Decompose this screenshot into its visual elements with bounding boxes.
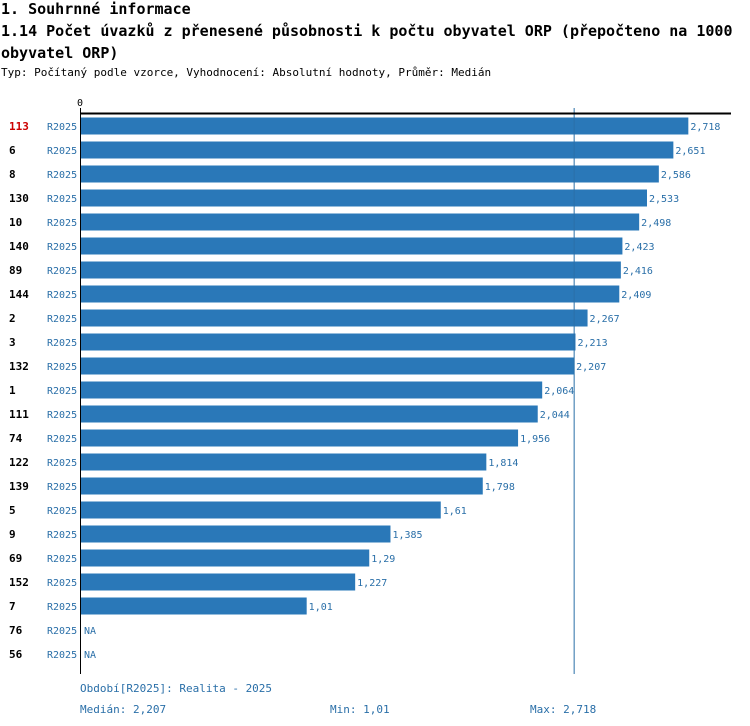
data-label: 2,586	[661, 170, 691, 181]
data-label: 2,213	[577, 338, 607, 349]
bar	[81, 333, 576, 351]
period-label: R2025	[47, 146, 77, 157]
data-label: 1,814	[488, 458, 518, 469]
bar	[81, 525, 391, 543]
data-label: 2,423	[624, 242, 654, 253]
data-label: 2,409	[621, 290, 651, 301]
period-label: R2025	[47, 530, 77, 541]
bar	[81, 405, 538, 423]
bar	[81, 501, 441, 519]
data-label: 2,267	[590, 314, 620, 325]
category-label: 5	[9, 504, 16, 517]
bar	[81, 285, 620, 303]
category-label: 7	[9, 600, 16, 613]
category-label: 6	[9, 144, 16, 157]
period-label: R2025	[47, 338, 77, 349]
bar	[81, 189, 647, 207]
chart-title: 1.14 Počet úvazků z přenesené působnosti…	[1, 22, 733, 62]
period-label: R2025	[47, 290, 77, 301]
bar	[81, 165, 659, 183]
bar	[81, 573, 356, 591]
period-label: R2025	[47, 578, 77, 589]
period-label: R2025	[47, 314, 77, 325]
category-label: 144	[9, 288, 29, 301]
footer-min: Min: 1,01	[330, 703, 390, 716]
period-label: R2025	[47, 362, 77, 373]
bar	[81, 237, 623, 255]
period-label: R2025	[47, 650, 77, 661]
period-label: R2025	[47, 410, 77, 421]
category-label: 9	[9, 528, 16, 541]
category-label: 140	[9, 240, 29, 253]
category-label: 56	[9, 648, 23, 661]
category-label: 122	[9, 456, 29, 469]
data-label: NA	[84, 626, 96, 637]
period-label: R2025	[47, 602, 77, 613]
category-label: 76	[9, 624, 23, 637]
category-label: 10	[9, 216, 22, 229]
data-label: 1,956	[520, 434, 550, 445]
bar	[81, 429, 519, 447]
period-label: R2025	[47, 386, 77, 397]
bar	[81, 261, 621, 279]
bar	[81, 477, 483, 495]
period-label: R2025	[47, 482, 77, 493]
data-label: 2,207	[576, 362, 606, 373]
bar	[81, 213, 640, 231]
period-label: R2025	[47, 218, 77, 229]
data-label: 1,798	[485, 482, 515, 493]
bar	[81, 141, 674, 159]
category-label: 113	[9, 120, 29, 133]
footer-max: Max: 2,718	[530, 703, 597, 716]
category-label: 8	[9, 168, 16, 181]
data-label: 1,227	[357, 578, 387, 589]
data-label: 2,064	[544, 386, 574, 397]
period-label: R2025	[47, 170, 77, 181]
category-label: 152	[9, 576, 29, 589]
data-label: 1,61	[443, 506, 467, 517]
bar	[81, 381, 543, 399]
bar	[81, 549, 370, 567]
category-label: 139	[9, 480, 29, 493]
data-label: 1,29	[371, 554, 395, 565]
category-label: 3	[9, 336, 16, 349]
category-label: 111	[9, 408, 29, 421]
category-label: 130	[9, 192, 29, 205]
category-label: 89	[9, 264, 22, 277]
period-label: R2025	[47, 554, 77, 565]
period-label: R2025	[47, 626, 77, 637]
axis-zero-label: 0	[77, 98, 83, 109]
data-label: 2,044	[540, 410, 570, 421]
category-label: 132	[9, 360, 29, 373]
data-label: NA	[84, 650, 96, 661]
footer-median: Medián: 2,207	[80, 703, 167, 716]
period-label: R2025	[47, 122, 77, 133]
bar	[81, 597, 307, 615]
bar	[81, 309, 588, 327]
bar	[81, 453, 487, 471]
period-label: R2025	[47, 242, 77, 253]
category-label: 69	[9, 552, 22, 565]
period-label: R2025	[47, 506, 77, 517]
period-label: R2025	[47, 434, 77, 445]
data-label: 2,651	[675, 146, 705, 157]
chart-subtitle: Typ: Počítaný podle vzorce, Vyhodnocení:…	[1, 66, 492, 79]
category-label: 1	[9, 384, 16, 397]
data-label: 2,498	[641, 218, 671, 229]
period-label: R2025	[47, 458, 77, 469]
section-title: 1. Souhrnné informace	[1, 0, 191, 18]
bar	[81, 357, 575, 375]
category-label: 2	[9, 312, 16, 325]
data-label: 2,718	[690, 122, 720, 133]
period-label: R2025	[47, 194, 77, 205]
data-label: 2,533	[649, 194, 679, 205]
period-label: R2025	[47, 266, 77, 277]
category-label: 74	[9, 432, 23, 445]
data-label: 1,01	[309, 602, 333, 613]
bar	[81, 117, 689, 135]
footer-period: Období[R2025]: Realita - 2025	[80, 682, 273, 695]
data-label: 1,385	[392, 530, 422, 541]
data-label: 2,416	[623, 266, 653, 277]
